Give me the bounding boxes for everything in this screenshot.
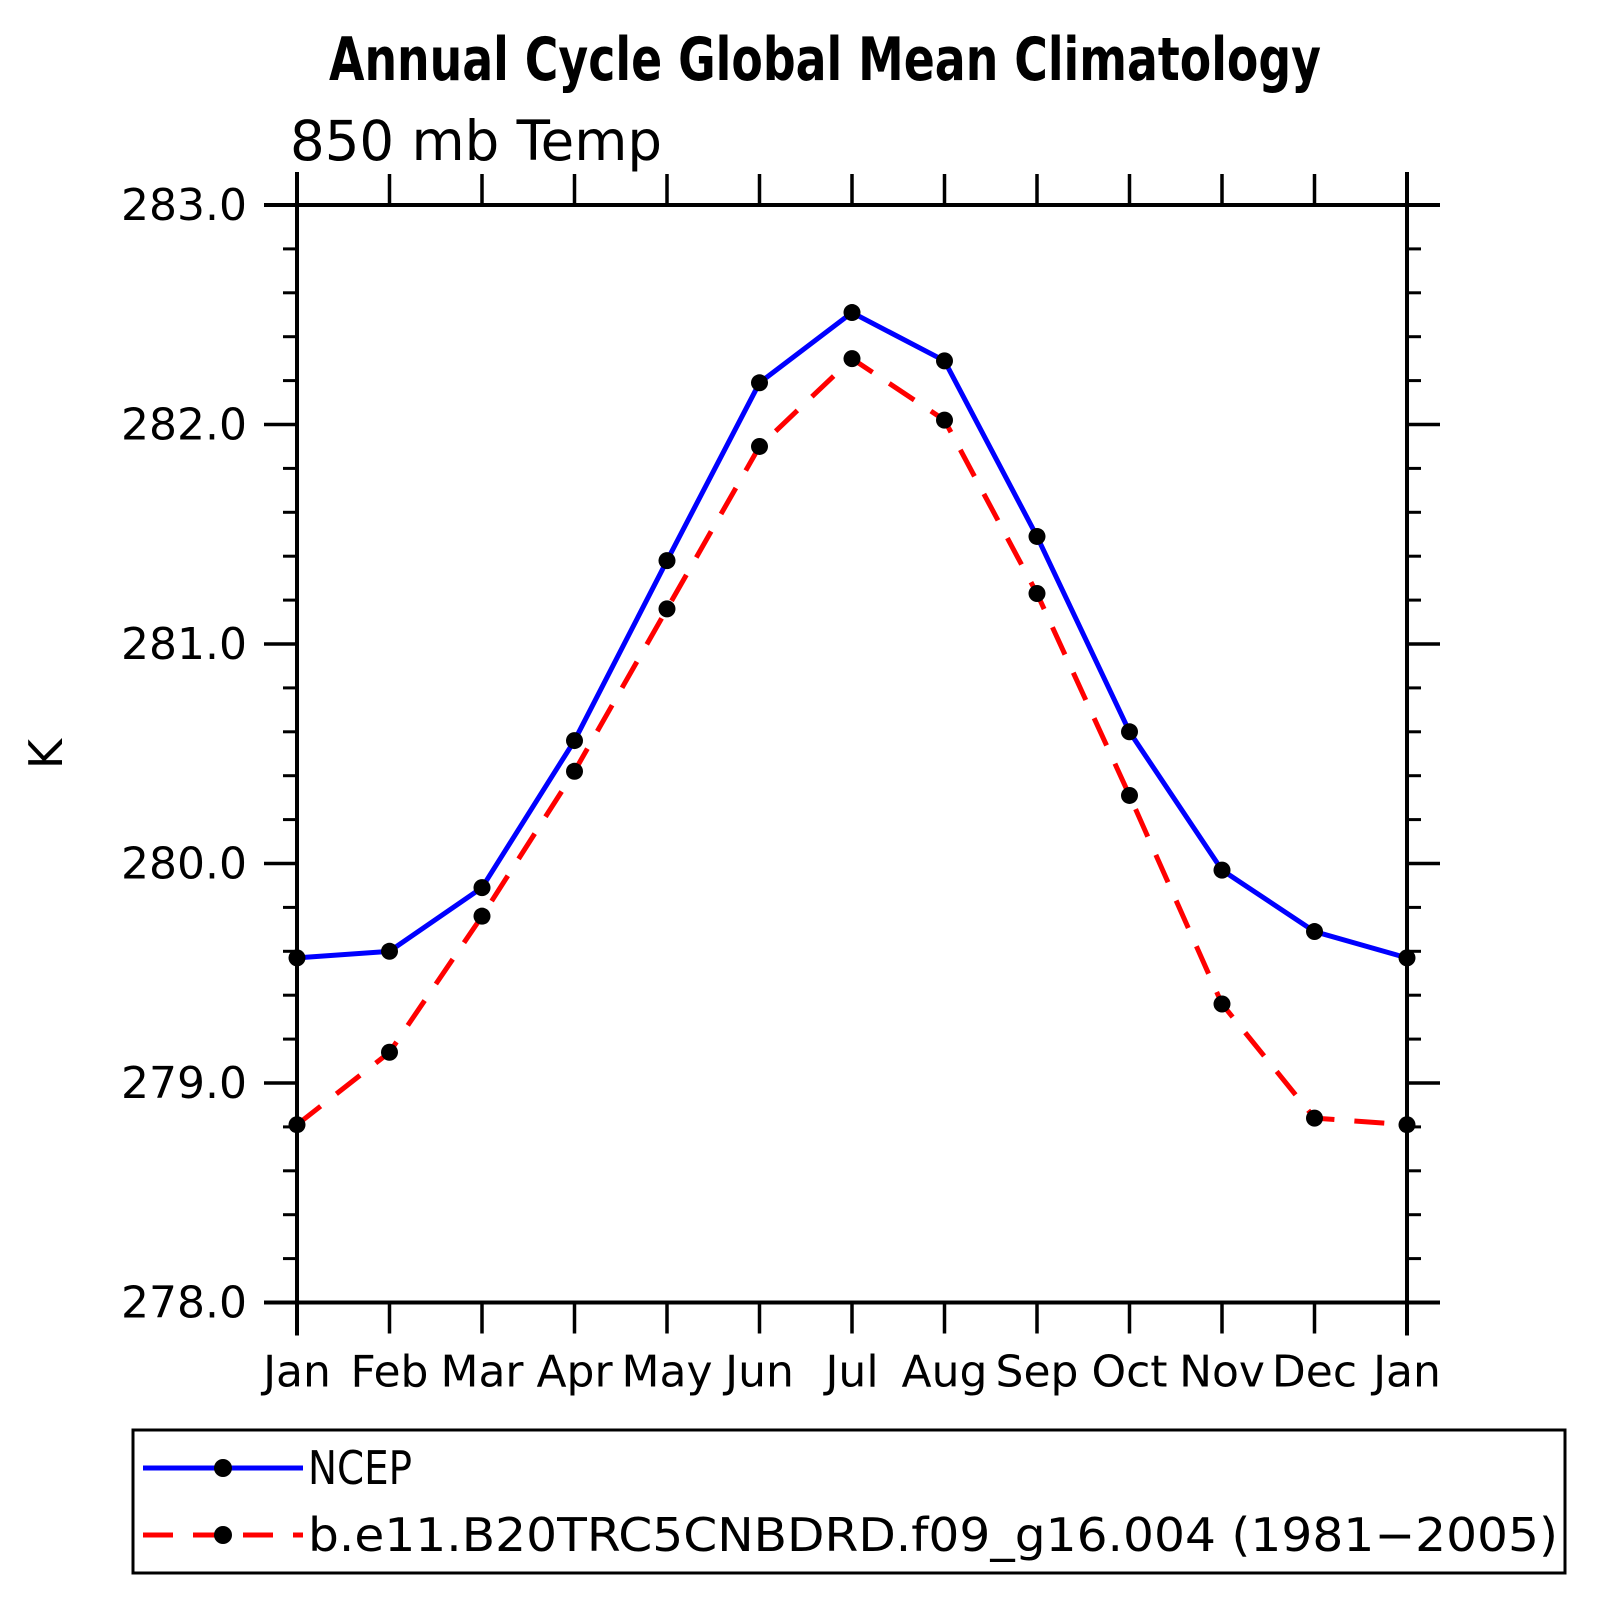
legend: NCEP b.e11.B20TRC5CNBDRD.f09_g16.004 (19… — [131, 1428, 1567, 1575]
x-tick-label: Aug — [902, 1347, 988, 1398]
data-point-marker — [1213, 861, 1231, 879]
data-point-marker — [1306, 923, 1323, 941]
x-tick-label: Sep — [996, 1347, 1079, 1398]
data-point-marker — [936, 352, 953, 370]
data-point-marker — [381, 1043, 398, 1061]
data-point-marker — [658, 600, 676, 618]
data-point-marker — [843, 350, 861, 368]
x-tick-label: Jun — [722, 1347, 794, 1398]
data-point-marker — [566, 732, 583, 750]
data-point-marker — [473, 879, 491, 897]
x-tick-label: Jan — [260, 1347, 331, 1398]
page-title: Annual Cycle Global Mean Climatology — [329, 25, 1321, 95]
data-point-marker — [1121, 786, 1138, 804]
legend-label-model: b.e11.B20TRC5CNBDRD.f09_g16.004 (1981−20… — [308, 1508, 1558, 1562]
x-tick-label: May — [622, 1347, 713, 1398]
data-point-marker — [751, 374, 768, 392]
x-tick-label: Feb — [351, 1347, 429, 1398]
data-point-marker — [1028, 585, 1046, 603]
data-point-marker — [843, 304, 861, 322]
data-point-marker — [1398, 949, 1416, 967]
data-point-marker — [936, 411, 953, 429]
y-tick-label: 278.0 — [121, 1278, 247, 1329]
y-tick-label: 281.0 — [121, 619, 247, 670]
legend-marker-icon — [214, 1459, 232, 1477]
chart-subtitle: 850 mb Temp — [290, 109, 662, 173]
x-tick-label: Nov — [1179, 1347, 1265, 1398]
series-ncep — [288, 304, 1416, 967]
data-point-marker — [288, 949, 306, 967]
data-point-marker — [381, 942, 398, 960]
data-point-marker — [751, 437, 768, 455]
data-point-marker — [288, 1116, 306, 1134]
legend-label-ncep: NCEP — [308, 1441, 412, 1495]
data-point-marker — [1306, 1109, 1323, 1127]
data-point-marker — [658, 552, 676, 570]
data-point-marker — [1121, 723, 1138, 741]
legend-marker-icon — [214, 1526, 232, 1544]
legend-box — [131, 1428, 1567, 1575]
data-point-marker — [1213, 995, 1231, 1013]
data-series — [288, 304, 1416, 1134]
y-tick-label: 279.0 — [121, 1058, 247, 1109]
legend-entry-ncep: NCEP — [143, 1441, 412, 1495]
data-point-marker — [1398, 1116, 1416, 1134]
y-tick-label: 280.0 — [121, 839, 247, 890]
data-point-marker — [1028, 527, 1046, 545]
x-tick-label: Dec — [1272, 1347, 1357, 1398]
data-point-marker — [473, 907, 491, 925]
y-axis-title: K — [19, 737, 73, 769]
x-tick-label: Mar — [440, 1347, 524, 1398]
model-line — [295, 355, 1408, 1128]
x-tick-label: Jan — [1370, 1347, 1441, 1398]
legend-entry-model: b.e11.B20TRC5CNBDRD.f09_g16.004 (1981−20… — [143, 1508, 1558, 1562]
x-tick-label: Oct — [1091, 1347, 1167, 1398]
data-point-marker — [566, 762, 583, 780]
x-tick-label: Jul — [822, 1347, 878, 1398]
y-tick-label: 282.0 — [121, 400, 247, 451]
x-tick-label: Apr — [536, 1347, 613, 1398]
y-tick-label: 283.0 — [121, 180, 247, 231]
series-model — [288, 350, 1416, 1134]
ncep-line — [296, 309, 1408, 961]
